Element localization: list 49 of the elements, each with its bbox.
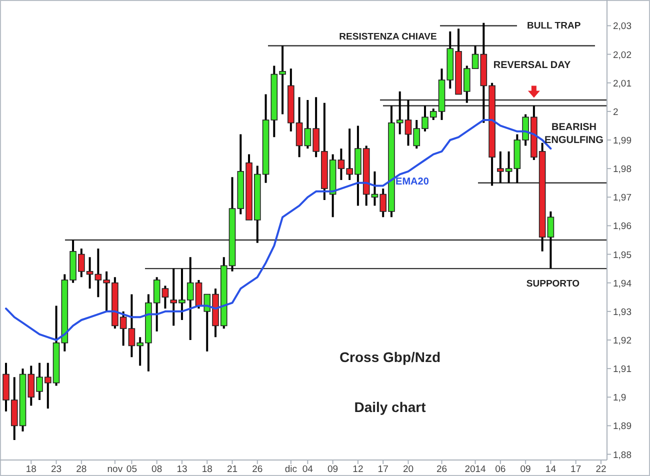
x-tick-label: 17: [570, 464, 582, 475]
x-tick-label: 12: [352, 464, 364, 475]
x-tick-label: nov: [107, 464, 123, 475]
x-tick-label: 08: [152, 464, 162, 475]
y-tick-label: 1,93: [613, 306, 632, 318]
x-tick-label: 26: [436, 464, 448, 475]
y-tick-label: 1,94: [613, 278, 632, 290]
y-tick-label: 1,91: [613, 364, 632, 376]
ref-line-label: BULL TRAP: [527, 20, 582, 32]
y-tick-label: 1,95: [613, 250, 632, 261]
candlestick: [547, 210, 554, 270]
x-tick-label: 22: [596, 464, 606, 475]
ref-line-label: RESISTENZA CHIAVE: [339, 32, 437, 43]
y-tick-label: 1,92: [613, 336, 632, 346]
x-tick-label: 06: [495, 464, 506, 475]
x-tick-label: 23: [50, 464, 62, 475]
x-tick-label: dic: [284, 464, 298, 475]
x-tick-label: 09: [328, 464, 338, 475]
y-tick-label: 1,96: [613, 221, 632, 232]
x-tick-label: 18: [26, 464, 36, 475]
x-tick-label: 18: [202, 464, 212, 475]
y-tick-label: 1,97: [613, 192, 632, 204]
y-tick-label: 1,98: [613, 164, 632, 176]
x-tick-label: 2014: [464, 464, 486, 475]
x-tick-label: 20: [402, 464, 414, 475]
y-tick-label: 1,99: [613, 136, 632, 146]
x-tick-label: 26: [252, 464, 263, 475]
x-tick-label: 28: [76, 464, 87, 475]
x-tick-label: 17: [378, 464, 388, 475]
series-label: EMA20: [396, 176, 430, 188]
candlestick: [162, 284, 169, 310]
y-tick-label: 2,02: [613, 50, 632, 61]
x-tick-label: 14: [545, 464, 556, 475]
annotation: BEARISH ENGULFING: [544, 122, 604, 146]
x-tick-label: 05: [126, 464, 137, 475]
y-tick-label: 2: [613, 106, 618, 118]
y-tick-label: 2,01: [613, 78, 632, 90]
y-tick-label: 2,03: [613, 21, 632, 32]
y-tick-label: 1,9: [613, 392, 626, 404]
x-tick-label: 13: [176, 464, 188, 475]
text: Cross Gbp/Nzd: [339, 349, 441, 365]
text: Daily chart: [354, 399, 426, 415]
x-tick-label: 09: [520, 464, 531, 475]
x-tick-label: 04: [302, 464, 313, 475]
y-tick-label: 1,88: [613, 450, 632, 461]
annotation: REVERSAL DAY: [493, 60, 571, 71]
y-tick-label: 1,89: [613, 421, 632, 432]
x-tick-label: 21: [226, 464, 238, 475]
ref-line-label: SUPPORTO: [526, 278, 580, 290]
